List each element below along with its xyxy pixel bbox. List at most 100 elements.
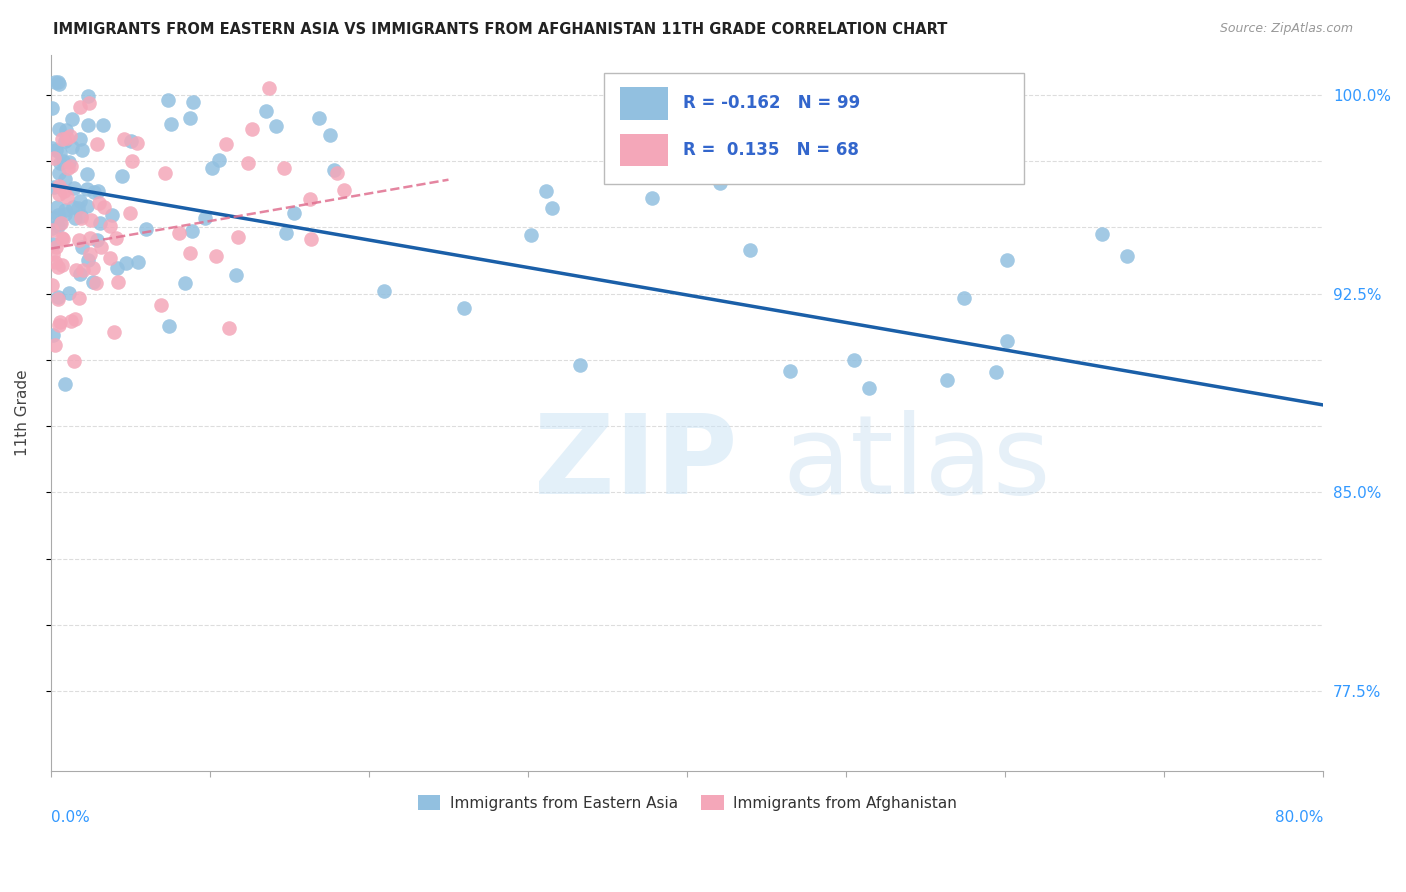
- Point: [46, 260, 69, 274]
- Point: [56, 190, 79, 204]
- Point: [86, 233, 108, 247]
- Point: [76, 167, 98, 181]
- Point: [49, 315, 72, 329]
- Point: [69, 268, 91, 282]
- Point: [218, 321, 240, 335]
- Point: [45, 143, 67, 157]
- Point: [77, 253, 100, 268]
- Point: [952, 116, 974, 130]
- Point: [215, 136, 238, 151]
- Point: [41, 223, 63, 237]
- Point: [111, 169, 134, 183]
- Point: [709, 177, 731, 191]
- Point: [779, 364, 801, 378]
- Point: [45, 240, 67, 254]
- Point: [181, 224, 204, 238]
- Point: [299, 232, 322, 246]
- Point: [688, 169, 710, 184]
- Point: [66, 201, 89, 215]
- Point: [67, 291, 90, 305]
- Point: [55, 123, 77, 137]
- Point: [60, 112, 83, 127]
- Bar: [620, 134, 668, 166]
- Point: [194, 211, 217, 226]
- Text: atlas: atlas: [783, 409, 1052, 516]
- Point: [63, 211, 86, 225]
- Point: [135, 222, 157, 236]
- Point: [173, 276, 195, 290]
- Point: [65, 263, 87, 277]
- Point: [98, 251, 121, 265]
- Point: [373, 284, 395, 298]
- Point: [46, 75, 69, 89]
- Point: [240, 122, 263, 136]
- Point: [569, 358, 592, 372]
- Point: [48, 121, 70, 136]
- Point: [44, 211, 66, 225]
- Point: [67, 233, 90, 247]
- Bar: [605, 73, 1024, 184]
- Point: [86, 137, 108, 152]
- Point: [322, 162, 344, 177]
- Point: [179, 245, 201, 260]
- Point: [69, 194, 91, 209]
- Point: [56, 131, 79, 145]
- Point: [541, 202, 564, 216]
- Point: [53, 376, 76, 391]
- Point: [44, 338, 66, 352]
- Point: [90, 240, 112, 254]
- Point: [153, 166, 176, 180]
- Point: [82, 275, 104, 289]
- Point: [72, 240, 94, 254]
- Point: [76, 181, 98, 195]
- Point: [51, 231, 73, 245]
- Point: [46, 293, 69, 307]
- Point: [41, 101, 63, 115]
- Point: [89, 217, 111, 231]
- Point: [48, 145, 70, 160]
- Point: [53, 202, 76, 217]
- Point: [273, 161, 295, 176]
- Point: [62, 354, 84, 368]
- Point: [283, 206, 305, 220]
- Point: [44, 151, 66, 165]
- Point: [844, 353, 866, 368]
- Point: [46, 208, 69, 222]
- Point: [77, 88, 100, 103]
- Point: [72, 143, 94, 157]
- Point: [520, 227, 543, 242]
- Point: [105, 231, 128, 245]
- Point: [105, 260, 128, 275]
- Point: [127, 255, 149, 269]
- Text: Source: ZipAtlas.com: Source: ZipAtlas.com: [1219, 22, 1353, 36]
- Point: [51, 216, 73, 230]
- Point: [77, 119, 100, 133]
- Point: [80, 213, 103, 227]
- Point: [84, 277, 107, 291]
- Point: [58, 154, 80, 169]
- Y-axis label: 11th Grade: 11th Grade: [15, 369, 30, 456]
- Point: [53, 184, 76, 198]
- Point: [205, 249, 228, 263]
- Point: [60, 139, 83, 153]
- Point: [159, 117, 181, 131]
- Point: [125, 136, 148, 150]
- Point: [986, 365, 1008, 379]
- Point: [740, 244, 762, 258]
- Point: [69, 132, 91, 146]
- Point: [46, 219, 69, 233]
- Point: [76, 199, 98, 213]
- Point: [120, 134, 142, 148]
- Point: [453, 301, 475, 315]
- Point: [58, 161, 80, 176]
- Point: [69, 100, 91, 114]
- Point: [48, 166, 70, 180]
- Point: [79, 246, 101, 260]
- Point: [51, 132, 73, 146]
- Point: [77, 95, 100, 110]
- Point: [48, 179, 70, 194]
- Point: [42, 247, 65, 261]
- Point: [60, 159, 83, 173]
- Point: [101, 208, 124, 222]
- Point: [45, 201, 67, 215]
